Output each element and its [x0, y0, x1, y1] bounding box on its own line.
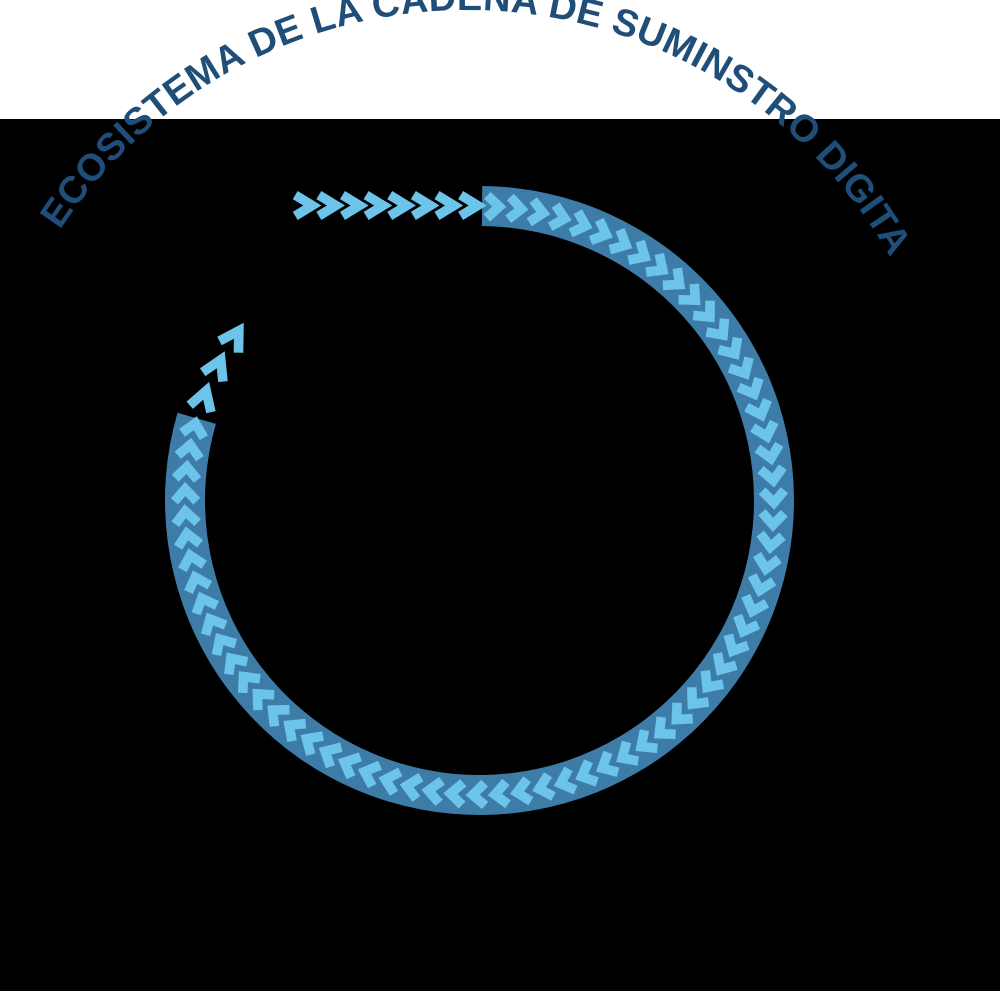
svg-text:ECOSISTEMA DE LA CADENA DE SUM: ECOSISTEMA DE LA CADENA DE SUMINSTRO DIG… — [0, 0, 919, 262]
